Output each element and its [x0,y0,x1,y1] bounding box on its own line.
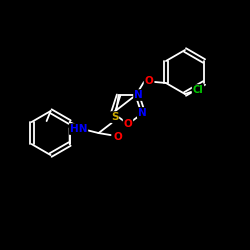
Text: Cl: Cl [192,85,203,95]
Text: O: O [113,132,122,142]
Text: O: O [124,119,132,129]
Text: S: S [111,112,118,122]
Text: O: O [144,76,153,86]
Text: N: N [138,108,146,118]
Text: N: N [134,90,143,100]
Text: HN: HN [70,124,87,134]
